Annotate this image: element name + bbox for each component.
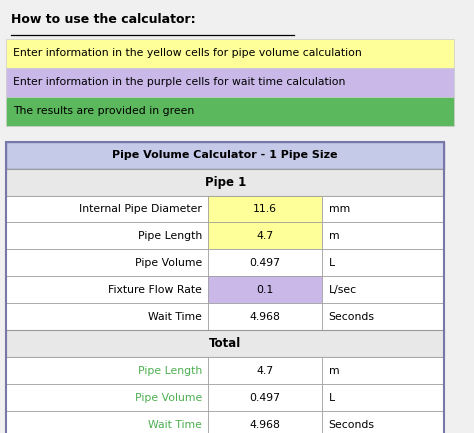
FancyBboxPatch shape — [322, 303, 444, 330]
Text: Seconds: Seconds — [328, 312, 375, 322]
Text: L/sec: L/sec — [328, 285, 357, 295]
Text: m: m — [328, 231, 339, 241]
FancyBboxPatch shape — [322, 249, 444, 276]
FancyBboxPatch shape — [322, 384, 444, 411]
Text: Pipe 1: Pipe 1 — [205, 175, 246, 188]
FancyBboxPatch shape — [6, 357, 208, 384]
Text: m: m — [328, 365, 339, 376]
FancyBboxPatch shape — [322, 357, 444, 384]
FancyBboxPatch shape — [322, 411, 444, 433]
Text: Internal Pipe Diameter: Internal Pipe Diameter — [79, 204, 202, 214]
Text: Pipe Length: Pipe Length — [138, 231, 202, 241]
Text: The results are provided in green: The results are provided in green — [13, 107, 194, 116]
FancyBboxPatch shape — [208, 196, 322, 223]
FancyBboxPatch shape — [208, 276, 322, 303]
FancyBboxPatch shape — [322, 223, 444, 249]
Text: Seconds: Seconds — [328, 420, 375, 430]
FancyBboxPatch shape — [208, 357, 322, 384]
Text: L: L — [328, 258, 335, 268]
Text: Wait Time: Wait Time — [148, 312, 202, 322]
FancyBboxPatch shape — [6, 249, 208, 276]
FancyBboxPatch shape — [6, 142, 444, 168]
FancyBboxPatch shape — [322, 276, 444, 303]
Text: 0.497: 0.497 — [249, 393, 280, 403]
Text: Total: Total — [209, 337, 241, 350]
FancyBboxPatch shape — [208, 249, 322, 276]
Text: 0.497: 0.497 — [249, 258, 280, 268]
Text: Wait Time: Wait Time — [148, 420, 202, 430]
Text: Fixture Flow Rate: Fixture Flow Rate — [108, 285, 202, 295]
Text: L: L — [328, 393, 335, 403]
FancyBboxPatch shape — [6, 68, 454, 97]
Text: Pipe Volume: Pipe Volume — [135, 393, 202, 403]
FancyBboxPatch shape — [322, 196, 444, 223]
Text: 4.968: 4.968 — [249, 420, 280, 430]
FancyBboxPatch shape — [6, 39, 454, 68]
FancyBboxPatch shape — [6, 303, 208, 330]
FancyBboxPatch shape — [6, 223, 208, 249]
FancyBboxPatch shape — [208, 411, 322, 433]
FancyBboxPatch shape — [6, 97, 454, 126]
Text: 11.6: 11.6 — [253, 204, 277, 214]
FancyBboxPatch shape — [208, 223, 322, 249]
FancyBboxPatch shape — [208, 384, 322, 411]
Text: 4.7: 4.7 — [256, 365, 273, 376]
Text: 4.7: 4.7 — [256, 231, 273, 241]
Text: mm: mm — [328, 204, 350, 214]
FancyBboxPatch shape — [208, 303, 322, 330]
FancyBboxPatch shape — [6, 330, 444, 357]
FancyBboxPatch shape — [6, 276, 208, 303]
FancyBboxPatch shape — [6, 384, 208, 411]
FancyBboxPatch shape — [6, 168, 444, 196]
Text: How to use the calculator:: How to use the calculator: — [11, 13, 195, 26]
FancyBboxPatch shape — [6, 196, 208, 223]
Text: Pipe Volume Calculator - 1 Pipe Size: Pipe Volume Calculator - 1 Pipe Size — [112, 150, 338, 160]
Text: 4.968: 4.968 — [249, 312, 280, 322]
Text: 0.1: 0.1 — [256, 285, 273, 295]
Text: Enter information in the purple cells for wait time calculation: Enter information in the purple cells fo… — [13, 78, 346, 87]
Text: Pipe Length: Pipe Length — [138, 365, 202, 376]
FancyBboxPatch shape — [6, 411, 208, 433]
Text: Pipe Volume: Pipe Volume — [135, 258, 202, 268]
Text: Enter information in the yellow cells for pipe volume calculation: Enter information in the yellow cells fo… — [13, 48, 362, 58]
